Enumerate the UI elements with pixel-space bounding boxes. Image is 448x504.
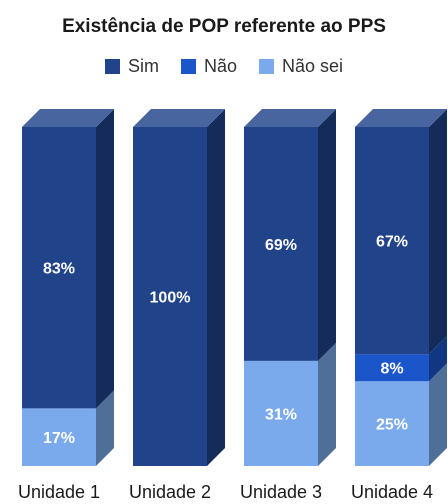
data-label-sim-unidade-3: 69% xyxy=(265,237,297,254)
category-label-unidade-4: Unidade 4 xyxy=(351,482,433,502)
legend-label-sim: Sim xyxy=(127,56,159,76)
bar-side-nao-sei-unidade-3 xyxy=(318,342,336,466)
legend-item-nao: Não xyxy=(180,56,237,77)
bar-front-sim-unidade-3 xyxy=(244,127,318,361)
bar-side-sim-unidade-1 xyxy=(96,109,114,409)
data-label-sim-unidade-1: 83% xyxy=(43,261,75,278)
legend-swatch-nao xyxy=(180,59,196,74)
bar-front-nao-unidade-4 xyxy=(355,354,429,382)
bar-side-nao-sei-unidade-4 xyxy=(429,363,447,466)
bar-top-unidade-4 xyxy=(355,109,447,127)
bar-front-nao-sei-unidade-1 xyxy=(22,408,96,466)
legend-label-nao: Não xyxy=(203,56,237,76)
bar-front-nao-sei-unidade-4 xyxy=(355,381,429,466)
data-label-sim-unidade-2: 100% xyxy=(150,290,191,307)
data-label-nao-sei-unidade-4: 25% xyxy=(376,417,408,434)
legend-label-nao-sei: Não sei xyxy=(282,56,344,76)
bar-front-sim-unidade-4 xyxy=(355,127,429,355)
data-label-sim-unidade-4: 67% xyxy=(376,234,408,251)
data-label-nao-sei-unidade-3: 31% xyxy=(265,406,297,423)
category-label-unidade-1: Unidade 1 xyxy=(18,482,100,502)
chart-title: Existência de POP referente ao PPS xyxy=(62,16,386,37)
bar-side-nao-sei-unidade-1 xyxy=(96,390,114,466)
legend-item-nao-sei: Não sei xyxy=(259,56,343,77)
legend-swatch-sim xyxy=(104,59,120,74)
legend-swatch-nao-sei xyxy=(259,59,274,74)
category-label-unidade-2: Unidade 2 xyxy=(129,482,211,502)
bar-front-nao-sei-unidade-3 xyxy=(244,360,318,466)
bar-top-unidade-1 xyxy=(22,109,114,127)
bar-side-sim-unidade-3 xyxy=(318,109,336,361)
bar-top-unidade-3 xyxy=(244,109,336,127)
bar-top-unidade-2 xyxy=(133,109,225,127)
data-label-nao-sei-unidade-1: 17% xyxy=(43,430,75,447)
bar-side-sim-unidade-4 xyxy=(429,109,447,355)
category-label-unidade-3: Unidade 3 xyxy=(240,482,322,502)
bar-side-nao-unidade-4 xyxy=(429,336,447,382)
legend: Sim Não Não sei xyxy=(0,56,448,77)
legend-item-sim: Sim xyxy=(104,56,159,77)
data-label-nao-unidade-4: 8% xyxy=(380,361,403,378)
bar-front-sim-unidade-2 xyxy=(133,127,207,466)
bar-side-sim-unidade-2 xyxy=(207,109,225,466)
bar-front-sim-unidade-1 xyxy=(22,127,96,409)
